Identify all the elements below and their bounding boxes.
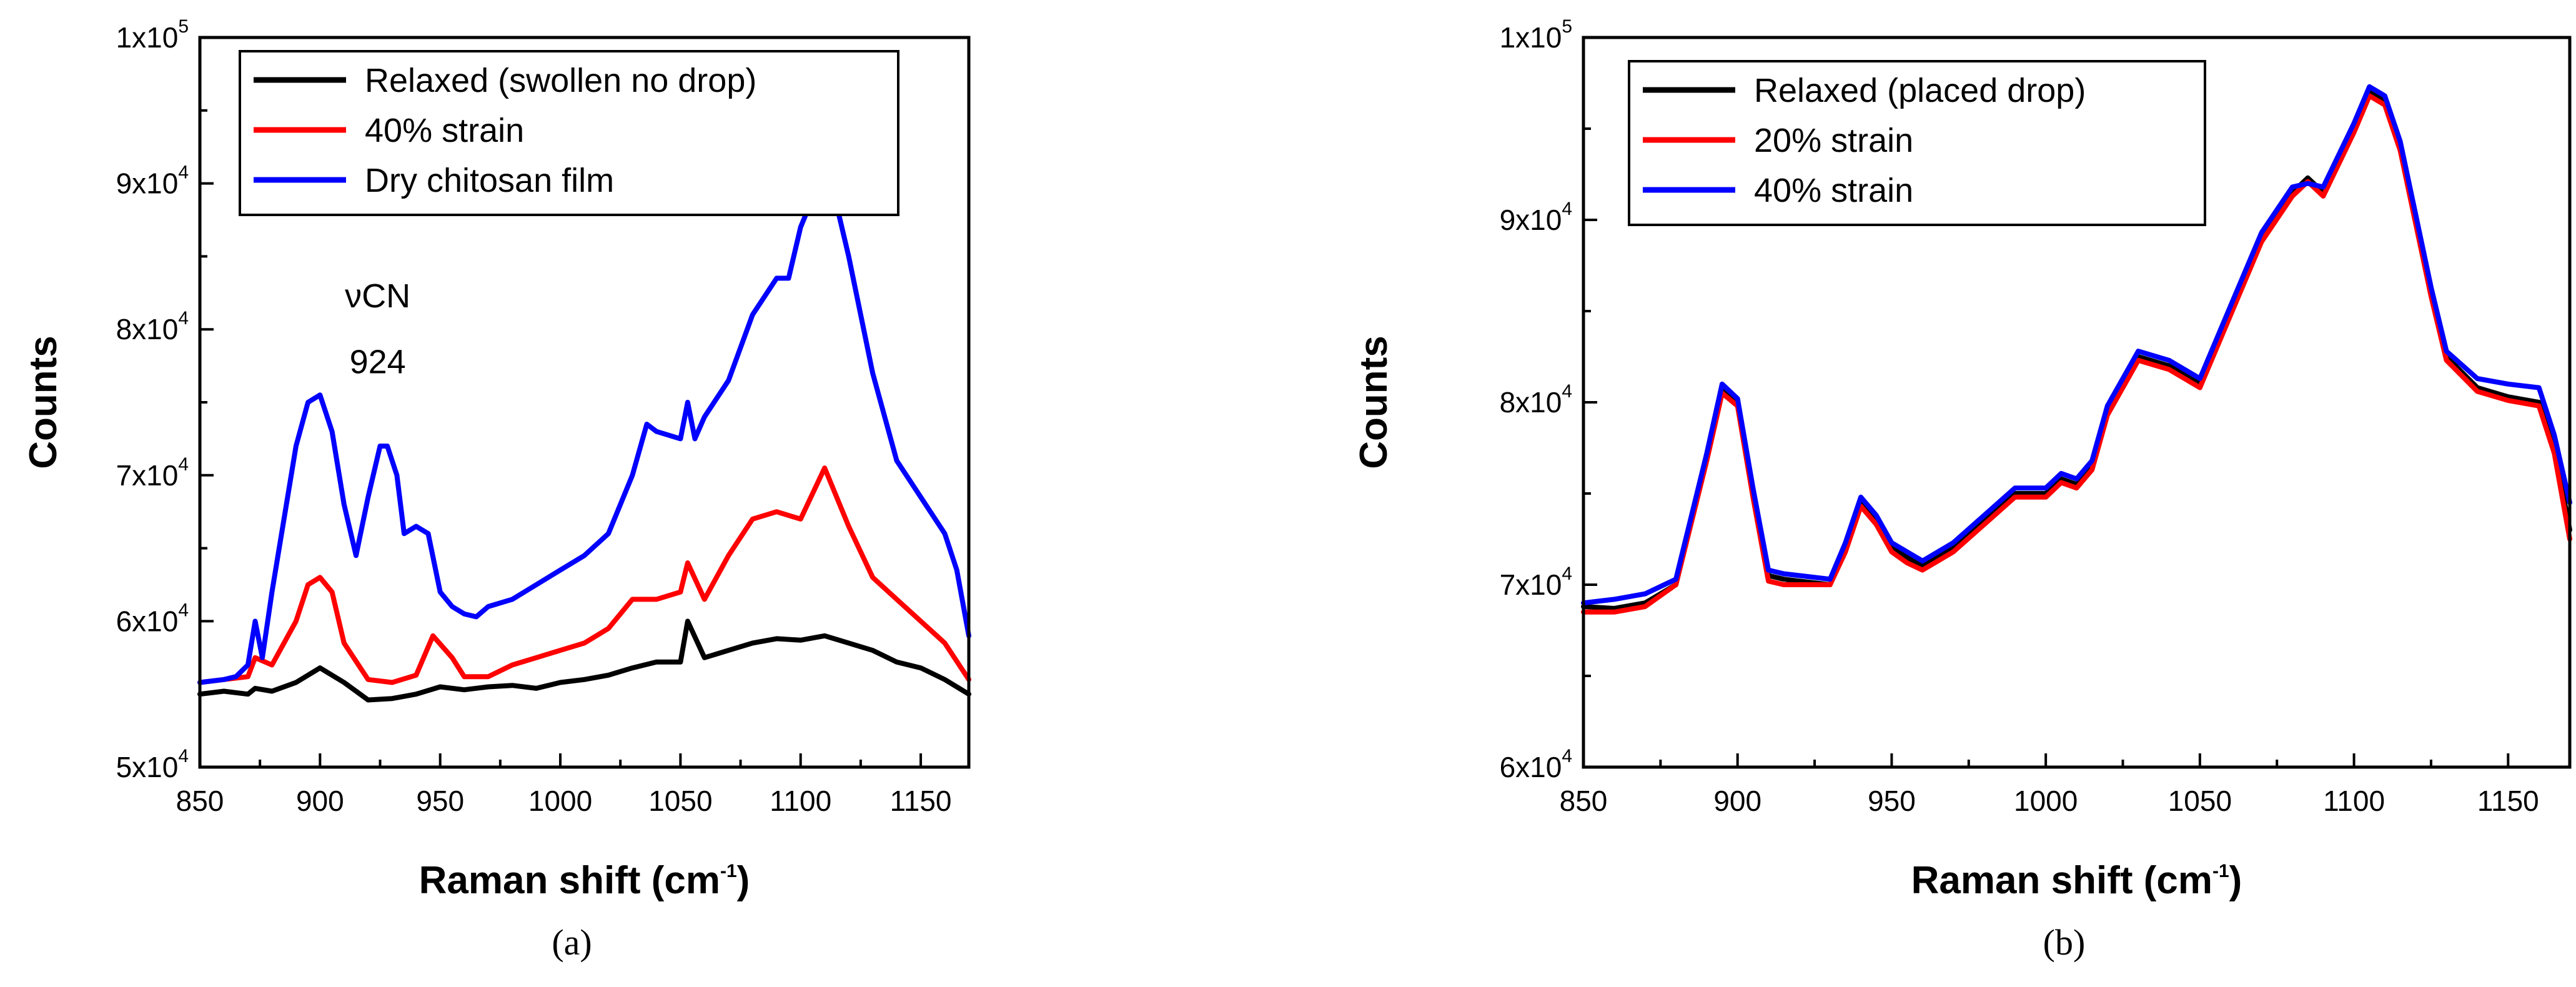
chart-b-ticks: 850 900 950 1000 1050 1100 1150 6x104 7x104 8x104…: [1500, 16, 2539, 817]
chart-b-y-tick-label: 7x104: [1500, 563, 1572, 601]
chart-a-legend-label: Relaxed (swollen no drop): [365, 62, 756, 99]
chart-b-caption: (b): [2043, 922, 2086, 963]
chart-b-legend-label: 20% strain: [1754, 122, 1913, 159]
chart-a-x-tick-label: 950: [416, 785, 464, 817]
chart-b-series-line-3: [1581, 84, 2572, 606]
chart-a-series-line-1: [197, 618, 971, 703]
chart-b-x-tick-label: 1050: [2168, 785, 2232, 817]
chart-b-x-axis-title: Raman shift (cm-1): [1911, 859, 2242, 902]
chart-b-x-tick-label: 900: [1713, 785, 1761, 817]
chart-a-y-tick-label: 9x104: [116, 162, 189, 200]
chart-b-x-tick-label: 950: [1868, 785, 1916, 817]
chart-a-y-tick-label: 1x105: [116, 16, 189, 54]
chart-a-y-tick-label: 8x104: [116, 308, 189, 345]
chart-a-annotation: νCN: [345, 277, 410, 315]
chart-a-legend-box: [239, 50, 899, 216]
chart-a-series-line-3: [197, 188, 971, 685]
chart-b-legend-label: 40% strain: [1754, 172, 1913, 209]
chart-a-legend-label: 40% strain: [365, 112, 524, 149]
chart-b-y-tick-label: 8x104: [1500, 381, 1572, 419]
chart-a-y-axis-title: Counts: [22, 335, 65, 469]
chart-b-series-layer: [1581, 84, 2572, 615]
chart-b-x-tick-label: 1000: [2014, 785, 2078, 817]
chart-a-series-line-2: [197, 465, 971, 685]
chart-b: 850 900 950 1000 1050 1100 1150 6x104 7x104 8x104…: [1352, 16, 2572, 963]
chart-a-y-tick-label: 6x104: [116, 600, 189, 637]
chart-a-legend-label: Dry chitosan film: [365, 162, 614, 199]
chart-b-legend-label: Relaxed (placed drop): [1754, 72, 2086, 109]
chart-a-annotations: νCN 924: [345, 277, 410, 380]
chart-a-x-tick-label: 900: [296, 785, 344, 817]
chart-b-x-tick-label: 1100: [2323, 785, 2385, 817]
chart-a-annotation: 924: [350, 343, 406, 380]
chart-a-y-tick-label: 5x104: [116, 746, 189, 783]
chart-b-y-tick-label: 9x104: [1500, 199, 1572, 236]
chart-a-x-axis-title: Raman shift (cm-1): [419, 859, 750, 902]
chart-a-series-layer: [197, 188, 971, 703]
chart-a-legend: Relaxed (swollen no drop) 40% strain Dry c…: [239, 50, 899, 216]
chart-a-x-tick-label: 1100: [770, 785, 831, 817]
chart-a: 850 900 950 1000 1050 1100 1150 5x104 6x104 7x104…: [22, 16, 971, 963]
chart-a-x-tick-label: 1000: [528, 785, 592, 817]
chart-a-x-tick-label: 1150: [890, 785, 952, 817]
chart-b-x-tick-label: 850: [1560, 785, 1608, 817]
chart-a-ticks: 850 900 950 1000 1050 1100 1150 5x104 6x104 7x104…: [116, 16, 952, 817]
chart-a-caption: (a): [552, 922, 592, 963]
chart-a-x-tick-label: 1050: [648, 785, 712, 817]
chart-a-x-tick-label: 850: [176, 785, 224, 817]
chart-b-y-tick-label: 1x105: [1500, 16, 1572, 54]
chart-b-y-axis-title: Counts: [1352, 335, 1395, 469]
chart-b-y-tick-label: 6x104: [1500, 746, 1572, 783]
chart-b-legend: Relaxed (placed drop) 20% strain 40% strai…: [1628, 60, 2206, 226]
chart-a-y-tick-label: 7x104: [116, 454, 189, 492]
chart-b-x-tick-label: 1150: [2477, 785, 2539, 817]
